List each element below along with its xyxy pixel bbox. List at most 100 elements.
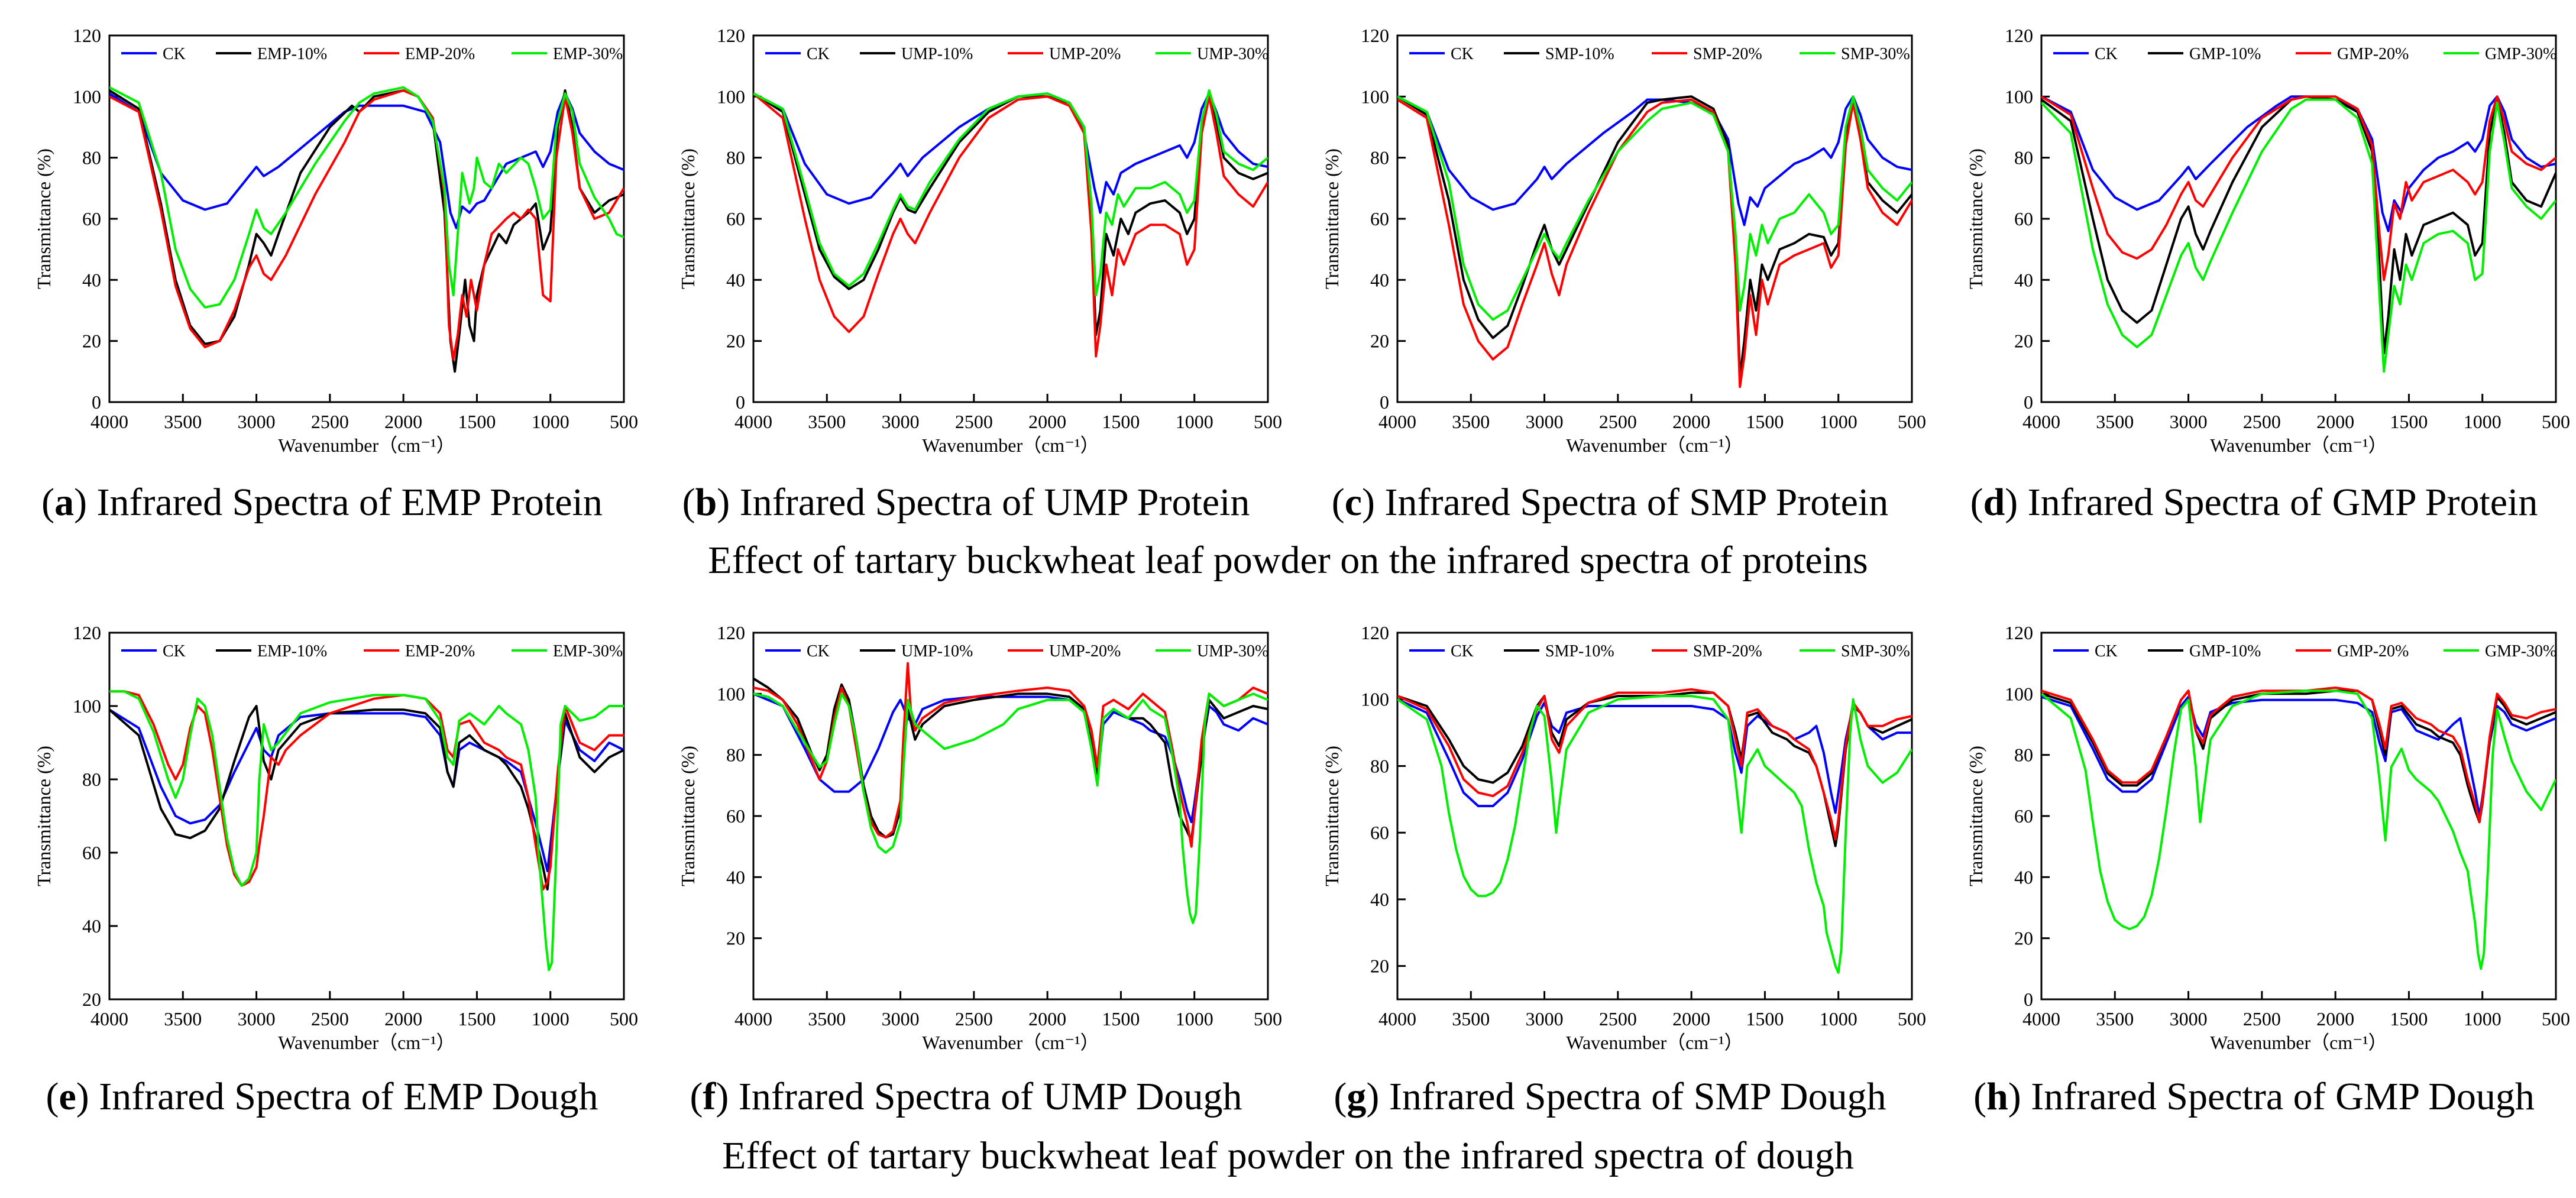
x-tick-label: 2000 [1028, 411, 1066, 432]
x-tick-label: 2000 [384, 1008, 422, 1029]
y-tick-label: 60 [1370, 822, 1389, 843]
x-tick-label: 4000 [2022, 411, 2060, 432]
series-line-smp-20- [1397, 688, 1912, 841]
x-tick-label: 1500 [458, 411, 496, 432]
series-line-ck [1397, 698, 1912, 814]
plot-frame [752, 34, 1269, 403]
x-tick-label: 2500 [1599, 411, 1637, 432]
dough-group-caption: Effect of tartary buckwheat leaf powder … [722, 1134, 1854, 1177]
x-tick-label: 500 [610, 411, 638, 432]
panel-caption-e: (e) Infrared Spectra of EMP Dough [0, 1073, 644, 1121]
series-line-ump-30- [753, 692, 1268, 924]
y-tick-label: 40 [1370, 269, 1389, 290]
caption-letter: f [703, 1075, 716, 1118]
y-tick-label: 100 [1361, 86, 1389, 107]
series-line-ck [109, 92, 624, 229]
caption-letter: a [54, 481, 75, 524]
y-tick-label: 40 [2014, 269, 2033, 290]
y-tick-label: 100 [73, 695, 101, 717]
series-line-gmp-30- [2041, 98, 2556, 373]
series-line-emp-10- [109, 705, 624, 891]
legend-label: SMP-30% [1841, 45, 1910, 63]
y-tick-label: 120 [73, 25, 101, 46]
series-line-ump-20- [753, 92, 1268, 358]
legend-label: UMP-10% [901, 45, 973, 63]
x-tick-label: 2500 [2243, 1008, 2281, 1029]
x-tick-label: 1500 [1746, 1008, 1784, 1029]
x-tick-label: 3000 [238, 411, 276, 432]
caption-paren: ) [1362, 481, 1385, 524]
y-tick-label: 60 [2014, 208, 2033, 229]
panel-caption-c: (c) Infrared Spectra of SMP Protein [1288, 479, 1932, 526]
caption-paren: ( [1334, 1075, 1347, 1118]
chart-panel-c: 0 20 40 60 80 100 120 4000 3500 3000 2500 2000 1500 1… [1321, 25, 1926, 456]
x-tick-label: 3500 [808, 411, 846, 432]
series-line-emp-30- [109, 86, 624, 309]
y-axis-title: Transmittance (%) [1321, 148, 1342, 289]
y-axis-title: Transmittance (%) [1965, 746, 1986, 886]
y-axis-title: Transmittance (%) [1965, 148, 1986, 289]
x-tick-label: 1000 [532, 411, 569, 432]
caption-paren: ) [2005, 481, 2028, 524]
y-axis-title: Transmittance (%) [33, 148, 54, 289]
caption-text: Infrared Spectra of UMP Protein [739, 481, 1250, 524]
series-line-ck [109, 708, 624, 872]
caption-text: Infrared Spectra of EMP Dough [99, 1075, 598, 1118]
x-tick-label: 4000 [1378, 411, 1416, 432]
legend-label: CK [1451, 642, 1474, 660]
y-tick-label: 120 [1361, 622, 1389, 643]
x-tick-label: 500 [1898, 1008, 1926, 1029]
legend-label: GMP-30% [2485, 642, 2556, 660]
y-tick-label: 0 [1380, 391, 1389, 413]
y-tick-label: 80 [2014, 744, 2033, 766]
x-tick-label: 2500 [311, 411, 349, 432]
series-group [2041, 687, 2556, 970]
series-line-emp-20- [109, 690, 624, 891]
x-tick-label: 500 [2542, 1008, 2570, 1029]
x-tick-label: 1000 [1176, 411, 1213, 432]
y-axis-title: Transmittance (%) [33, 746, 54, 886]
series-line-gmp-20- [2041, 687, 2556, 824]
y-tick-label: 80 [82, 147, 101, 169]
y-tick-label: 80 [726, 147, 745, 169]
caption-letter: c [1344, 481, 1363, 524]
x-tick-label: 1500 [2390, 1008, 2428, 1029]
y-tick-label: 20 [82, 331, 101, 352]
x-tick-label: 2500 [955, 411, 993, 432]
series-line-smp-10- [1397, 95, 1912, 379]
y-tick-label: 100 [2005, 86, 2033, 107]
caption-letter: h [1986, 1075, 2008, 1118]
legend-label: EMP-30% [553, 45, 623, 63]
caption-paren: ) [74, 481, 97, 524]
y-tick-label: 20 [726, 928, 745, 949]
x-tick-label: 2000 [1672, 411, 1710, 432]
x-tick-label: 2000 [384, 411, 422, 432]
x-tick-label: 2500 [311, 1008, 349, 1029]
plot-frame [108, 632, 625, 1001]
x-axis-title: Wavenumber（cm⁻¹） [1566, 435, 1743, 456]
y-axis-title: Transmittance (%) [677, 746, 698, 886]
y-tick-label: 60 [1370, 208, 1389, 229]
plot-frame [1396, 632, 1913, 1001]
y-tick-label: 40 [82, 915, 101, 937]
caption-paren: ) [1366, 1075, 1389, 1118]
x-tick-label: 4000 [90, 411, 128, 432]
x-tick-label: 3500 [2096, 1008, 2134, 1029]
y-tick-label: 20 [1370, 331, 1389, 352]
x-tick-label: 1000 [1176, 1008, 1213, 1029]
caption-text: Infrared Spectra of GMP Dough [2031, 1075, 2535, 1118]
y-tick-label: 20 [82, 989, 101, 1010]
plot-frame [1396, 34, 1913, 403]
legend-label: GMP-20% [2337, 642, 2409, 660]
y-tick-label: 100 [1361, 689, 1389, 710]
series-line-ck [2041, 695, 2556, 817]
caption-paren: ( [690, 1075, 703, 1118]
x-tick-label: 4000 [734, 1008, 772, 1029]
y-tick-label: 40 [1370, 889, 1389, 910]
legend-label: UMP-30% [1197, 642, 1268, 660]
caption-paren: ) [76, 1075, 99, 1118]
x-tick-label: 3000 [238, 1008, 276, 1029]
x-axis-title: Wavenumber（cm⁻¹） [2210, 435, 2387, 456]
x-tick-label: 500 [1898, 411, 1926, 432]
series-group [109, 86, 624, 373]
